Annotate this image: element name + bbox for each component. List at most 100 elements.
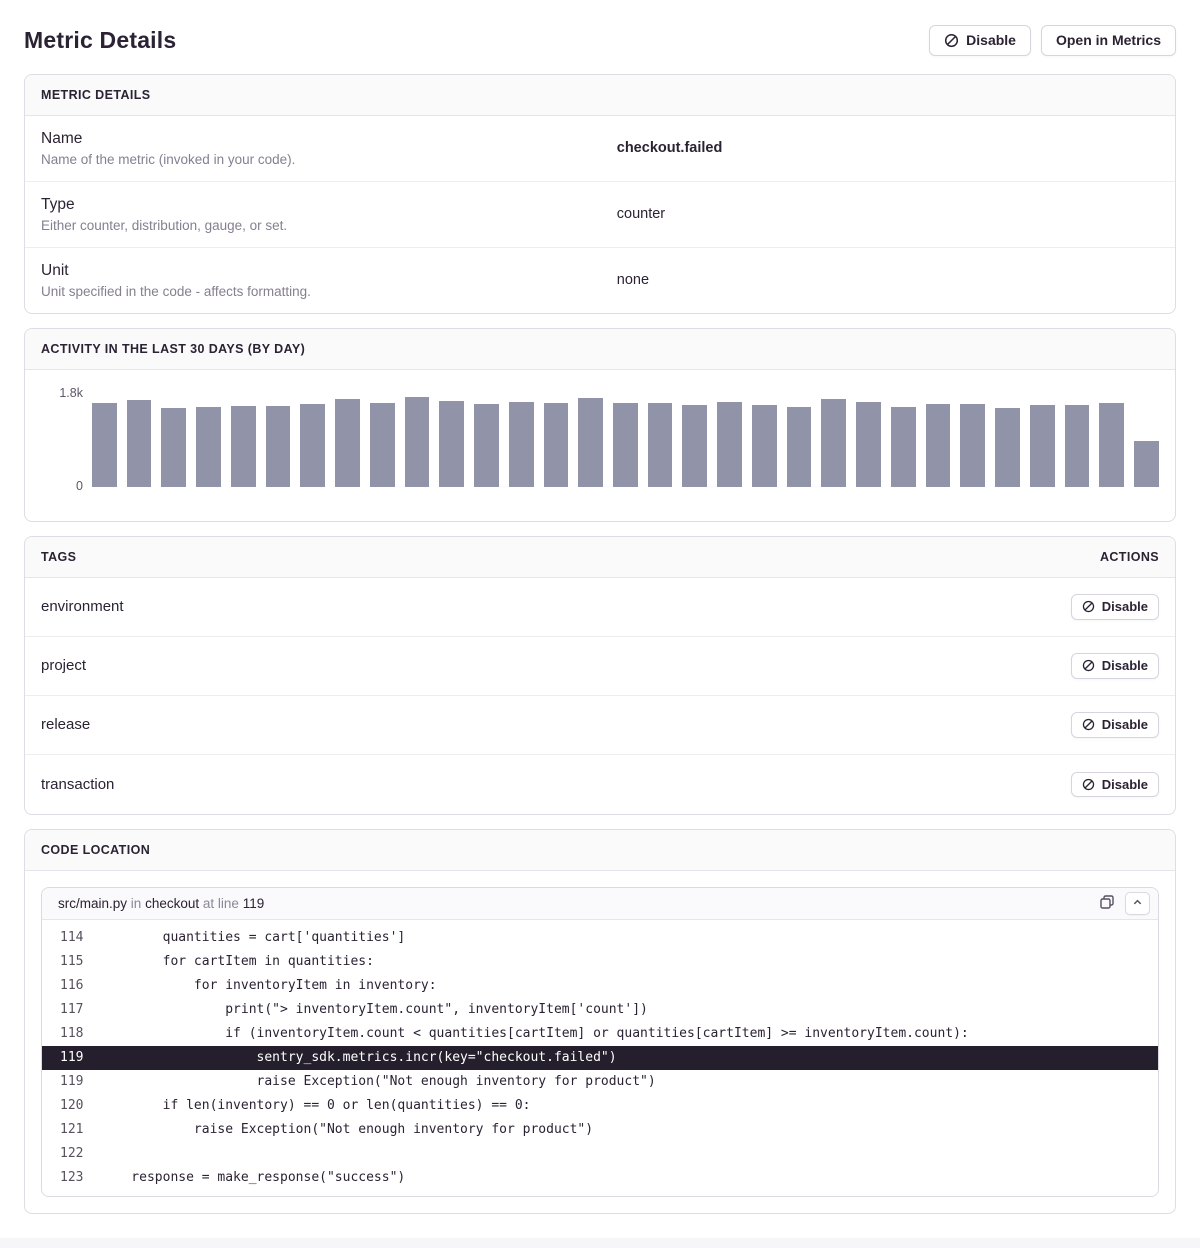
y-axis-max-label: 1.8k xyxy=(59,385,83,400)
detail-description: Name of the metric (invoked in your code… xyxy=(41,151,296,167)
ban-icon xyxy=(1082,600,1095,613)
chart-bar xyxy=(1134,441,1159,487)
code-line-source: print("> inventoryItem.count", inventory… xyxy=(100,1001,648,1017)
activity-panel-header: ACTIVITY IN THE LAST 30 DAYS (BY DAY) xyxy=(25,328,1175,370)
tag-row: project Disable xyxy=(25,637,1175,696)
chart-bar xyxy=(890,406,916,487)
code-line-gutter: 119 xyxy=(60,1073,84,1089)
chart-bar xyxy=(439,401,465,487)
tag-row: transaction Disable xyxy=(25,755,1175,814)
code-line-number: 119 xyxy=(242,895,265,911)
tag-name: environment xyxy=(41,598,124,616)
code-line-source: raise Exception("Not enough inventory fo… xyxy=(100,1121,594,1137)
disable-tag-label: Disable xyxy=(1101,599,1148,614)
code-line-source: raise Exception("Not enough inventory fo… xyxy=(100,1073,656,1089)
chart-bar xyxy=(369,402,395,487)
chart-bar xyxy=(960,404,986,487)
y-axis-min-label: 0 xyxy=(76,478,83,493)
code-line: 118 if (inventoryItem.count < quantities… xyxy=(42,1022,1158,1046)
disable-tag-button[interactable]: Disable xyxy=(1070,594,1159,620)
detail-label: Name xyxy=(41,129,83,147)
chart-bar xyxy=(717,402,742,487)
detail-description: Unit specified in the code - affects for… xyxy=(41,283,311,299)
code-function: checkout xyxy=(145,895,200,911)
chart-bar xyxy=(265,406,291,487)
open-in-metrics-button[interactable]: Open in Metrics xyxy=(1040,25,1176,56)
code-line-source: sentry_sdk.metrics.incr(key="checkout.fa… xyxy=(100,1049,617,1065)
code-line: 121 raise Exception("Not enough inventor… xyxy=(42,1118,1158,1142)
disable-tag-button[interactable]: Disable xyxy=(1070,771,1159,798)
chart-bar xyxy=(856,402,881,487)
code-line-gutter: 123 xyxy=(60,1169,84,1185)
detail-value: checkout.failed xyxy=(616,140,723,157)
code-line-source: for cartItem in quantities: xyxy=(100,953,374,969)
code-line-gutter: 120 xyxy=(60,1097,84,1113)
metric-details-panel: METRIC DETAILS Name Name of the metric (… xyxy=(24,73,1176,314)
code-line-source: quantities = cart['quantities'] xyxy=(100,929,406,945)
tag-row: environment Disable xyxy=(25,578,1175,637)
chart-bar xyxy=(126,400,152,487)
code-line: 116 for inventoryItem in inventory: xyxy=(42,974,1158,998)
disable-tag-label: Disable xyxy=(1101,717,1148,732)
chart-bar xyxy=(300,404,326,487)
detail-value: counter xyxy=(616,206,666,223)
code-line: 122 xyxy=(42,1142,1158,1166)
ban-icon xyxy=(1082,718,1095,731)
chart-bar xyxy=(751,405,777,487)
metric-details-panel-header: METRIC DETAILS xyxy=(25,74,1175,116)
code-line-source xyxy=(100,1142,1158,1166)
chart-bar xyxy=(1029,405,1055,487)
disable-tag-button[interactable]: Disable xyxy=(1070,653,1159,679)
collapse-code-button[interactable] xyxy=(1125,891,1150,915)
page-header: Metric Details Disable Open in Metrics xyxy=(24,0,1176,74)
code-line-gutter: 121 xyxy=(60,1121,84,1137)
chevron-up-icon xyxy=(1132,896,1143,911)
tag-name: project xyxy=(41,657,87,675)
disable-tag-label: Disable xyxy=(1101,776,1148,792)
code-line-gutter: 119 xyxy=(60,1049,84,1065)
detail-label: Unit xyxy=(41,261,69,279)
code-line-gutter: 115 xyxy=(60,953,84,969)
disable-tag-button[interactable]: Disable xyxy=(1070,712,1159,738)
page-title: Metric Details xyxy=(24,26,177,53)
code-line: 115 for cartItem in quantities: xyxy=(42,950,1158,974)
activity-chart: 1.8k 0 xyxy=(25,370,1175,521)
tags-rows: environment Disable project Disable rele… xyxy=(25,578,1175,814)
code-line-gutter: 117 xyxy=(60,1001,84,1017)
chart-bar xyxy=(92,403,117,487)
code-line: 114 quantities = cart['quantities'] xyxy=(42,926,1158,950)
header-actions: Disable Open in Metrics xyxy=(929,25,1176,56)
detail-label: Type xyxy=(41,195,75,213)
copy-code-button[interactable] xyxy=(1097,892,1117,915)
chart-bar xyxy=(161,408,187,487)
tags-panel-header: TAGS ACTIONS xyxy=(25,536,1175,578)
chart-bar xyxy=(230,406,256,487)
chart-bar xyxy=(682,405,708,487)
ban-icon xyxy=(1082,659,1095,672)
code-line: 119 raise Exception("Not enough inventor… xyxy=(42,1070,1158,1094)
activity-chart-plot xyxy=(92,392,1159,487)
code-line-source: if len(inventory) == 0 or len(quantities… xyxy=(100,1097,531,1113)
code-location-panel-header: CODE LOCATION xyxy=(25,829,1175,871)
chart-bar xyxy=(335,398,360,487)
chart-bar xyxy=(613,402,638,487)
disable-metric-button[interactable]: Disable xyxy=(929,25,1031,56)
chart-bar xyxy=(404,397,430,487)
copy-icon xyxy=(1099,894,1115,913)
code-frame-actions xyxy=(1097,891,1150,915)
code-lines: 114 quantities = cart['quantities'] 115 … xyxy=(42,919,1158,1196)
code-line-gutter: 118 xyxy=(60,1025,84,1041)
code-body: src/main.py in checkout at line 119 xyxy=(25,871,1175,1213)
code-line-gutter: 122 xyxy=(60,1145,84,1161)
code-line-gutter: 114 xyxy=(60,929,84,945)
code-frame: src/main.py in checkout at line 119 xyxy=(41,886,1159,1197)
tag-row: release Disable xyxy=(25,696,1175,755)
code-line: 123 response = make_response("success") xyxy=(42,1166,1158,1190)
tag-name: release xyxy=(41,716,91,734)
code-line-gutter: 116 xyxy=(60,977,84,993)
metric-detail-row: Name Name of the metric (invoked in your… xyxy=(25,116,1175,182)
chart-y-axis: 1.8k 0 xyxy=(41,386,83,493)
chart-bar xyxy=(474,403,499,487)
chart-bar xyxy=(995,407,1020,487)
